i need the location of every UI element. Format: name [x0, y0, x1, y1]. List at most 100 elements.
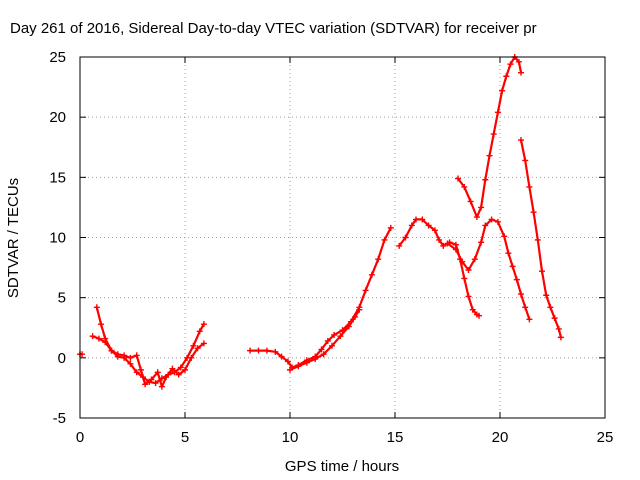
data-point: [324, 337, 331, 344]
data-point: [505, 250, 512, 257]
data-point: [182, 366, 188, 373]
data-point: [89, 333, 96, 340]
data-point: [318, 346, 325, 353]
x-tick-label: 5: [181, 429, 189, 446]
data-point: [133, 352, 140, 359]
data-point: [526, 183, 533, 190]
data-point: [133, 369, 140, 376]
data-point: [490, 131, 497, 138]
data-point: [154, 369, 161, 376]
data-point: [200, 340, 207, 347]
grid: [80, 57, 605, 418]
plot-frame: [79, 56, 606, 419]
data-point: [352, 313, 359, 320]
data-point: [190, 342, 197, 349]
data-point: [127, 360, 134, 367]
data-point: [530, 209, 537, 216]
data-point: [503, 73, 510, 80]
data-point: [431, 227, 438, 234]
data-point: [194, 345, 201, 352]
data-point: [114, 351, 121, 358]
data-point: [455, 175, 461, 182]
data-point: [465, 293, 472, 300]
y-tick-label: 15: [49, 169, 66, 186]
data-point: [127, 354, 134, 361]
y-tick-label: 0: [58, 350, 66, 367]
data-point: [486, 152, 493, 159]
data-point: [263, 347, 270, 354]
data-point: [152, 380, 159, 387]
data-point: [200, 321, 207, 328]
axis-ticks: 0 5 10 15 20 25 -5 0 5 10 15 20 25: [49, 49, 613, 446]
data-point: [459, 258, 466, 265]
data-point: [518, 69, 524, 76]
y-tick-label: 10: [49, 230, 66, 247]
data-point: [368, 271, 375, 278]
data-point: [320, 351, 327, 358]
data-point: [509, 263, 516, 270]
data-point: [102, 339, 109, 346]
chart-title: Day 261 of 2016, Sidereal Day-to-day VTE…: [10, 20, 537, 37]
data-point: [518, 291, 524, 298]
data-point: [98, 321, 104, 328]
series-segment: [288, 308, 361, 371]
x-tick-label: 20: [492, 429, 509, 446]
data-point: [513, 276, 520, 283]
data-point: [312, 356, 319, 363]
data-point: [345, 323, 352, 330]
data-point: [287, 366, 293, 373]
data-point: [522, 304, 529, 311]
data-point: [278, 353, 285, 360]
data-point: [158, 383, 165, 390]
series-layer: [77, 54, 564, 390]
data-point: [387, 224, 394, 231]
data-point: [329, 342, 335, 349]
x-tick-label: 15: [387, 429, 404, 446]
data-point: [499, 87, 506, 94]
data-point: [419, 216, 426, 223]
data-point: [177, 364, 184, 371]
series-segment: [456, 55, 523, 219]
data-point: [121, 352, 128, 359]
data-point: [425, 222, 432, 229]
data-point: [547, 304, 554, 311]
data-point: [356, 306, 363, 313]
data-point: [444, 240, 451, 247]
data-point: [461, 275, 468, 282]
data-point: [196, 328, 203, 335]
x-axis-label: GPS time / hours: [285, 458, 399, 475]
data-point: [555, 325, 562, 332]
data-point: [175, 371, 182, 378]
data-point: [108, 347, 115, 354]
data-point: [526, 316, 533, 323]
data-point: [473, 214, 480, 221]
data-point: [142, 381, 149, 388]
data-point: [272, 348, 279, 355]
series-segment: [95, 306, 205, 385]
data-point: [402, 234, 409, 241]
data-point: [303, 359, 310, 366]
data-point: [515, 58, 522, 65]
y-tick-label: -5: [53, 410, 66, 427]
x-tick-label: 0: [76, 429, 84, 446]
y-tick-label: 20: [49, 109, 66, 126]
data-point: [295, 363, 302, 370]
data-point: [331, 331, 338, 338]
x-tick-label: 10: [282, 429, 299, 446]
data-point: [375, 256, 382, 263]
data-point: [471, 256, 478, 263]
data-point: [469, 306, 476, 313]
data-point: [95, 335, 102, 342]
data-point: [494, 218, 501, 225]
data-point: [337, 333, 344, 340]
data-point: [551, 315, 558, 322]
y-axis-label: SDTVAR / TECUs: [5, 178, 22, 298]
series-segment: [446, 218, 531, 321]
data-point: [501, 233, 508, 240]
data-point: [169, 365, 176, 372]
series-segment: [91, 335, 205, 388]
data-point: [381, 236, 388, 243]
data-point: [255, 347, 262, 354]
y-tick-label: 25: [49, 49, 66, 66]
